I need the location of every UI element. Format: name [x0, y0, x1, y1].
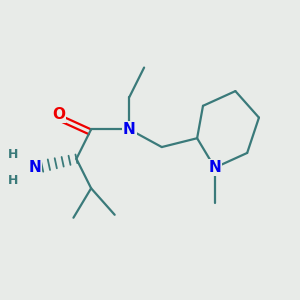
Text: H: H: [8, 174, 18, 188]
Text: N: N: [208, 160, 221, 175]
Text: O: O: [52, 107, 65, 122]
Text: H: H: [8, 148, 18, 161]
Text: N: N: [123, 122, 136, 137]
Text: N: N: [29, 160, 41, 175]
